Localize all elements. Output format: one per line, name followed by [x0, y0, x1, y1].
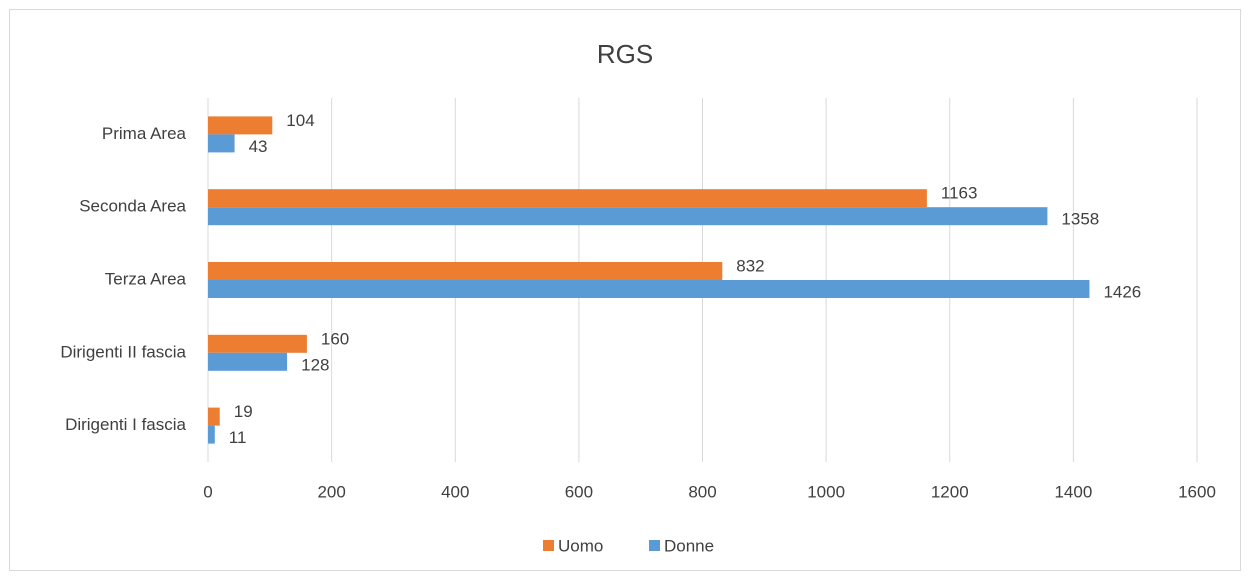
x-tick-label: 1000: [807, 482, 845, 501]
data-label: 104: [286, 111, 314, 130]
data-label: 128: [301, 355, 329, 374]
x-tick-label: 200: [317, 482, 345, 501]
x-tick-label: 1600: [1178, 482, 1216, 501]
x-tick-label: 800: [688, 482, 716, 501]
x-tick-label: 400: [441, 482, 469, 501]
bar: [208, 352, 288, 371]
bar: [208, 116, 273, 135]
legend-label: Donne: [664, 536, 714, 555]
chart-title: RGS: [597, 39, 653, 69]
data-label: 43: [249, 137, 268, 156]
data-label: 160: [321, 329, 349, 348]
data-label: 19: [234, 402, 253, 421]
data-label: 1358: [1061, 210, 1099, 229]
bar: [208, 134, 235, 153]
y-tick-label: Dirigenti II fascia: [60, 342, 186, 361]
bar: [208, 425, 215, 444]
bar: [208, 207, 1048, 226]
y-tick-label: Dirigenti I fascia: [65, 415, 186, 434]
x-tick-label: 0: [203, 482, 212, 501]
bar: [208, 407, 220, 426]
y-tick-label: Prima Area: [102, 124, 187, 143]
bar: [208, 334, 307, 353]
legend-swatch: [649, 540, 660, 551]
data-label: 832: [736, 256, 764, 275]
data-label: 1163: [941, 184, 978, 203]
legend-swatch: [543, 540, 554, 551]
legend-label: Uomo: [558, 536, 603, 555]
x-tick-label: 1400: [1054, 482, 1092, 501]
x-tick-label: 600: [565, 482, 593, 501]
bar: [208, 189, 927, 208]
bar: [208, 262, 723, 280]
x-tick-label: 1200: [931, 482, 969, 501]
data-label: 11: [229, 428, 247, 447]
y-tick-label: Terza Area: [105, 269, 187, 288]
data-label: 1426: [1103, 282, 1141, 301]
bar: [208, 280, 1090, 298]
y-tick-label: Seconda Area: [79, 197, 186, 216]
